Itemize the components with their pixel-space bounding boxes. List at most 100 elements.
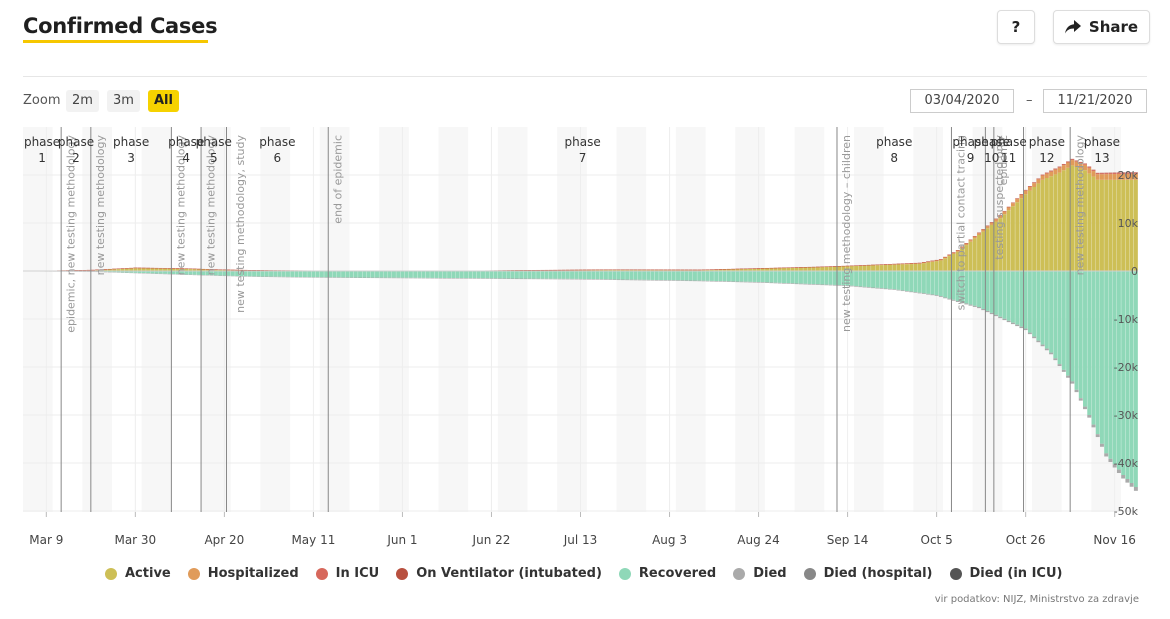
bar-recovered: [540, 271, 545, 279]
bar-hospitalized: [972, 236, 977, 239]
bar-active: [735, 269, 740, 271]
bar-recovered: [587, 271, 591, 280]
bar-recovered: [205, 271, 210, 276]
bar-died: [680, 280, 685, 281]
bar-recovered: [773, 271, 778, 283]
bar-died: [909, 291, 914, 293]
bar-recovered: [1006, 271, 1011, 321]
bar-active: [1066, 167, 1071, 271]
bar-active: [141, 268, 146, 271]
zoom-all-button[interactable]: All: [148, 90, 179, 112]
bar-recovered: [481, 271, 485, 279]
bar-died: [455, 278, 460, 279]
bar-recovered: [608, 271, 613, 280]
bar-active: [828, 266, 833, 271]
bar-died: [1006, 320, 1011, 323]
bar-died: [561, 278, 566, 280]
bar-recovered: [370, 271, 375, 278]
bar-recovered: [319, 271, 324, 278]
bar-recovered: [209, 271, 214, 276]
bar-hospitalized: [985, 226, 990, 229]
bar-active: [960, 248, 965, 271]
bar-active: [820, 267, 825, 271]
bar-died: [417, 277, 422, 279]
legend-item[interactable]: Active: [105, 566, 171, 581]
bar-recovered: [858, 271, 863, 287]
bar-recovered: [137, 271, 142, 273]
bar-recovered: [866, 271, 871, 288]
bar-recovered: [442, 271, 447, 279]
bar-recovered: [701, 271, 706, 281]
zoom-3m-button[interactable]: 3m: [107, 90, 140, 112]
legend-item[interactable]: Died (hospital): [803, 566, 933, 581]
date-to-input[interactable]: 11/21/2020: [1043, 89, 1147, 113]
bar-recovered: [620, 271, 625, 280]
bar-active: [133, 268, 138, 271]
bar-recovered: [1040, 271, 1045, 345]
bar-active: [192, 269, 197, 271]
bar-recovered: [820, 271, 825, 285]
bar-active: [1049, 176, 1054, 271]
x-tick-label: Oct 26: [1006, 533, 1046, 547]
bar-recovered: [1099, 271, 1104, 444]
bar-on-ventilator-intubated-: [1112, 172, 1117, 174]
x-tick-label: Mar 30: [114, 533, 156, 547]
bar-recovered: [849, 271, 854, 286]
zoom-2m-button[interactable]: 2m: [66, 90, 99, 112]
legend-item[interactable]: Died (in ICU): [949, 566, 1062, 581]
legend-label: Active: [125, 566, 171, 581]
bar-died: [557, 278, 562, 280]
bar-died: [718, 281, 723, 282]
bar-recovered: [464, 271, 469, 279]
bar-died: [663, 280, 668, 281]
bar-died: [434, 277, 439, 279]
bar-active: [989, 224, 994, 271]
bar-recovered: [1061, 271, 1066, 370]
bar-recovered: [629, 271, 634, 280]
bar-recovered: [972, 271, 977, 306]
bar-died: [1040, 344, 1045, 347]
bar-died: [587, 279, 591, 280]
bar-active: [972, 238, 977, 271]
share-button[interactable]: Share: [1053, 10, 1150, 44]
legend-item[interactable]: Died: [733, 566, 787, 581]
bar-recovered: [345, 271, 350, 278]
bar-died: [1129, 483, 1134, 487]
legend-item[interactable]: In ICU: [315, 566, 379, 581]
bar-active: [107, 269, 112, 271]
bar-active: [904, 264, 909, 271]
help-button[interactable]: ?: [997, 10, 1035, 44]
bar-recovered: [438, 271, 443, 278]
bar-hospitalized: [947, 255, 952, 257]
bar-active: [701, 269, 706, 271]
bar-died: [375, 277, 379, 279]
bar-died: [705, 280, 710, 282]
bar-recovered: [421, 271, 426, 278]
bar-died: [485, 278, 490, 279]
bar-died: [760, 282, 765, 283]
bar-recovered: [476, 271, 481, 279]
header-divider: [23, 76, 1147, 77]
bar-recovered: [871, 271, 875, 288]
legend-item[interactable]: On Ventilator (intubated): [396, 566, 602, 581]
bar-recovered: [383, 271, 388, 278]
bar-recovered: [519, 271, 524, 279]
bar-died: [845, 285, 850, 287]
bar-recovered: [527, 271, 532, 279]
bar-in-icu: [1078, 162, 1083, 164]
bar-recovered: [324, 271, 329, 278]
bar-recovered: [565, 271, 570, 279]
bar-hospitalized: [943, 257, 948, 259]
annotation-label: new testing methodology: [204, 135, 217, 276]
bar-died: [578, 278, 583, 280]
legend-item[interactable]: Recovered: [618, 566, 716, 581]
legend-swatch: [618, 567, 631, 580]
bar-recovered: [977, 271, 981, 307]
bar-recovered: [777, 271, 782, 283]
bar-recovered: [748, 271, 753, 282]
bar-died: [447, 278, 452, 279]
legend-item[interactable]: Hospitalized: [187, 566, 299, 581]
bar-hospitalized: [964, 243, 969, 246]
date-from-input[interactable]: 03/04/2020: [910, 89, 1014, 113]
bar-died: [659, 280, 664, 281]
